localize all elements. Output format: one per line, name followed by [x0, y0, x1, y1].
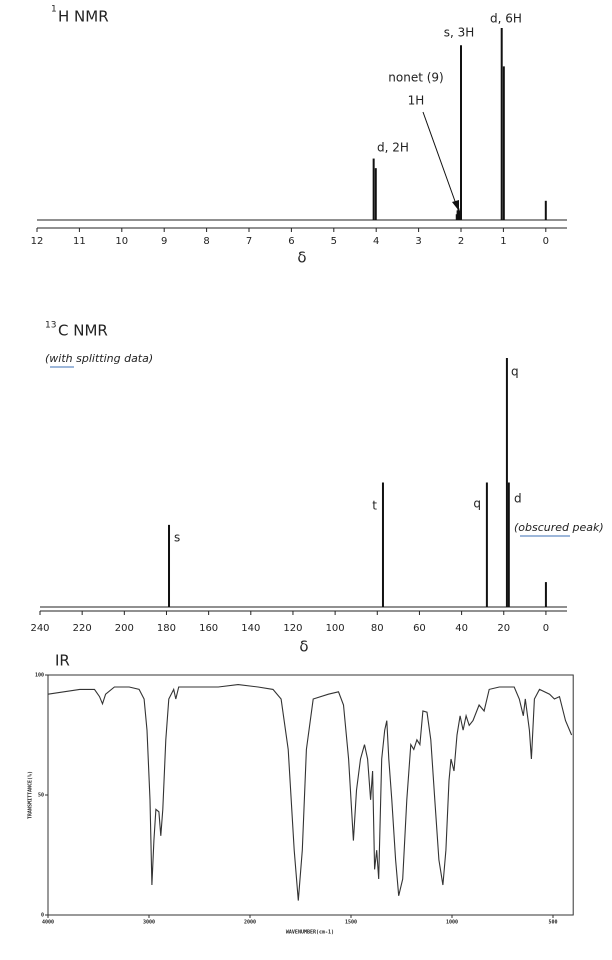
- peak-annotation: (obscured peak): [514, 521, 604, 534]
- x-tick-label: 10: [115, 236, 128, 247]
- x-tick-label: 3: [415, 236, 421, 247]
- annotation-arrow: [422, 111, 457, 205]
- x-tick-label: 6: [288, 236, 294, 247]
- x-tick-label: 0: [543, 236, 549, 247]
- peak-annotation: s, 3H: [444, 26, 475, 40]
- x-tick-label: 1: [500, 236, 506, 247]
- x-axis-label: δ: [297, 249, 306, 267]
- x-tick-label: 9: [161, 236, 167, 247]
- x-tick-label: 220: [73, 623, 92, 634]
- peak-annotation: d: [514, 492, 522, 506]
- x-tick-label: 5: [331, 236, 337, 247]
- x-tick-label: 1000: [446, 920, 458, 926]
- x-tick-label: 180: [157, 623, 176, 634]
- x-tick-label: 140: [241, 623, 260, 634]
- peak-annotation: d, 2H: [377, 141, 409, 155]
- chart-subtitle: (with splitting data): [45, 352, 153, 365]
- peak-annotation: t: [372, 499, 377, 513]
- y-axis-label: TRANSMITTANCE(%): [28, 771, 34, 819]
- x-tick-label: 4: [373, 236, 379, 247]
- ir-trace: [47, 684, 573, 901]
- plot-frame: [47, 674, 574, 916]
- x-axis-label: WAVENUMBER(cm-1): [286, 930, 334, 936]
- x-tick-label: 1500: [345, 920, 357, 926]
- x-tick-label: 0: [543, 623, 549, 634]
- x-tick-label: 2000: [244, 920, 256, 926]
- x-tick-label: 20: [497, 623, 510, 634]
- y-tick-label: 100: [35, 673, 44, 679]
- peak-annotation: d, 6H: [490, 12, 522, 26]
- x-tick-label: 11: [73, 236, 86, 247]
- x-tick-label: 100: [326, 623, 345, 634]
- title-superscript: 13: [45, 321, 56, 331]
- y-tick-label: 50: [38, 793, 44, 799]
- x-tick-label: 7: [246, 236, 252, 247]
- x-tick-label: 12: [31, 236, 44, 247]
- chart-title: H NMR: [58, 8, 109, 26]
- chart-title: IR: [55, 652, 70, 670]
- peak-annotation: q: [473, 497, 481, 511]
- x-tick-label: 80: [371, 623, 384, 634]
- title-superscript: 1: [51, 5, 57, 15]
- x-tick-label: 500: [548, 920, 557, 926]
- x-tick-label: 120: [283, 623, 302, 634]
- x-tick-label: 240: [30, 623, 49, 634]
- y-tick-label: 0: [41, 913, 44, 919]
- chart-title: C NMR: [58, 322, 108, 340]
- x-tick-label: 200: [115, 623, 134, 634]
- x-tick-label: 8: [203, 236, 209, 247]
- x-tick-label: 160: [199, 623, 218, 634]
- x-tick-label: 40: [455, 623, 468, 634]
- peak-annotation: nonet (9): [388, 71, 443, 85]
- x-axis-label: δ: [299, 638, 308, 656]
- x-tick-label: 4000: [42, 920, 54, 926]
- peak-annotation: q: [511, 365, 519, 379]
- arrow-head: [452, 200, 459, 211]
- x-tick-label: 60: [413, 623, 426, 634]
- peak-annotation: s: [174, 531, 180, 545]
- x-tick-label: 3000: [143, 920, 155, 926]
- peak-annotation: 1H: [408, 94, 425, 108]
- x-tick-label: 2: [458, 236, 464, 247]
